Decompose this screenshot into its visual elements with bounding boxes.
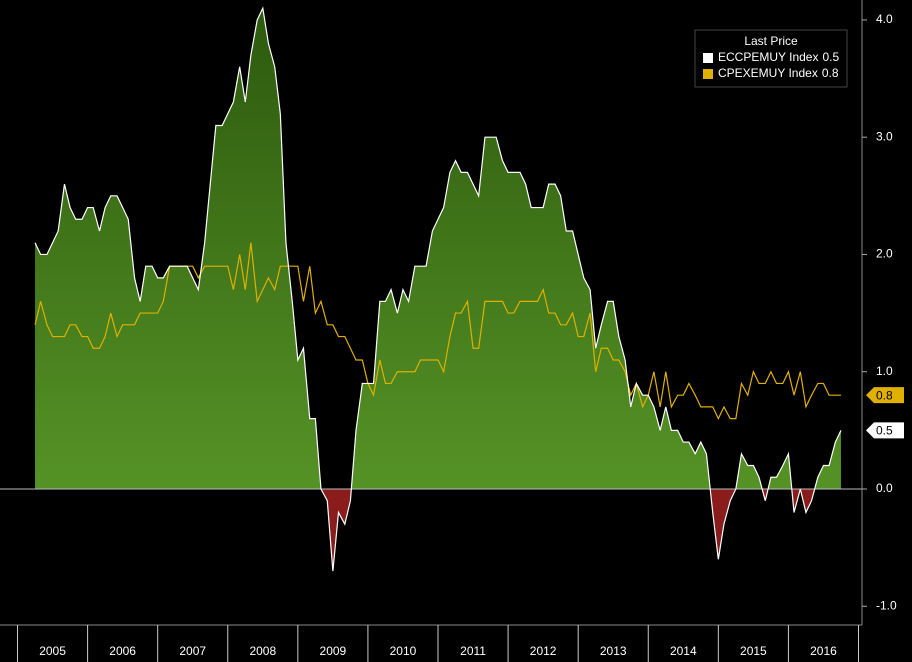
legend-value: 0.8 (822, 66, 839, 80)
legend-title: Last Price (744, 34, 798, 48)
x-tick-label: 2014 (670, 644, 697, 658)
y-tick-label: 1.0 (876, 364, 893, 378)
x-tick-label: 2012 (530, 644, 557, 658)
x-tick-label: 2008 (249, 644, 276, 658)
legend-label: ECCPEMUY Index 0.5 (718, 50, 839, 64)
area-positive (35, 8, 841, 489)
x-tick-label: 2005 (39, 644, 66, 658)
last-value-label: 0.5 (876, 424, 893, 438)
y-tick-label: 0.0 (876, 481, 893, 495)
y-tick-label: 4.0 (876, 12, 893, 26)
x-tick-label: 2013 (600, 644, 627, 658)
x-tick-label: 2011 (460, 644, 486, 658)
last-value-label: 0.8 (876, 388, 893, 402)
x-tick-label: 2007 (179, 644, 206, 658)
last-value-tag (866, 422, 904, 439)
x-tick-label: 2016 (810, 644, 837, 658)
last-value-tag (866, 387, 904, 404)
legend-value: 0.5 (822, 50, 839, 64)
area-negative (320, 488, 815, 572)
x-tick-label: 2009 (320, 644, 347, 658)
series-line (34, 6, 842, 572)
legend-swatch (703, 53, 713, 63)
x-tick-label: 2006 (109, 644, 136, 658)
x-tick-label: 2015 (740, 644, 767, 658)
x-tick-label: 2010 (390, 644, 417, 658)
legend-label: CPEXEMUY Index 0.8 (718, 66, 839, 80)
legend-box (694, 29, 848, 88)
legend-name: ECCPEMUY Index (718, 50, 818, 64)
legend-swatch (703, 69, 713, 79)
legend-name: CPEXEMUY Index (718, 66, 818, 80)
y-tick-label: -1.0 (876, 598, 897, 612)
y-tick-label: 2.0 (876, 247, 893, 261)
y-tick-label: 3.0 (876, 129, 893, 143)
legend: Last Price ECCPEMUY Index 0.5 CPEXEMUY Ind… (694, 29, 848, 88)
